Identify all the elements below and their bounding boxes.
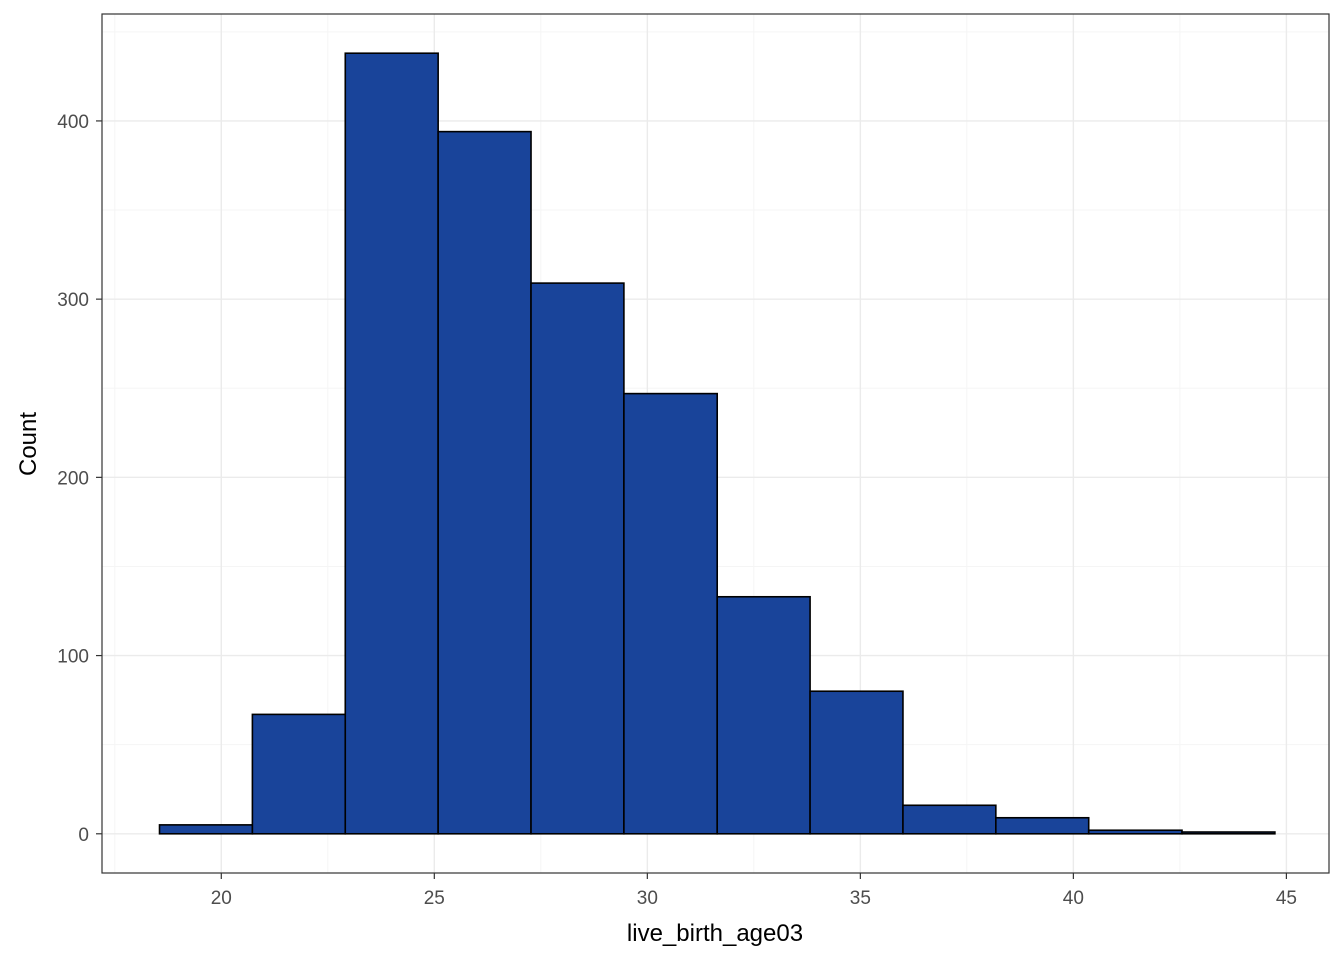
histogram-bar-0 [158, 824, 254, 835]
histogram-bar-7 [809, 690, 904, 835]
x-axis-title: live_birth_age03 [627, 920, 803, 947]
y-tick-label-2: 200 [57, 468, 89, 489]
histogram-bar-2 [344, 52, 439, 835]
histogram-bar-1 [251, 713, 347, 835]
x-tick-label-0: 20 [211, 888, 232, 909]
histogram-bar-3 [437, 130, 532, 835]
histogram-bar-6 [716, 595, 811, 835]
histogram-bars [158, 52, 1276, 835]
y-tick-label-4: 400 [57, 112, 89, 133]
x-tick-label-4: 40 [1063, 888, 1084, 909]
panel-border [101, 13, 1330, 874]
histogram-bar-8 [902, 804, 997, 835]
histogram-bar-9 [995, 816, 1090, 835]
histogram-bar-5 [623, 392, 719, 835]
histogram-bar-11 [1181, 831, 1276, 835]
x-tick-label-3: 35 [850, 888, 871, 909]
x-tick-label-1: 25 [424, 888, 445, 909]
histogram-bar-4 [530, 282, 625, 835]
histogram-bar-10 [1087, 829, 1183, 835]
x-tick-label-5: 45 [1276, 888, 1297, 909]
y-axis-title: Count [15, 412, 42, 476]
y-axis: 0 100 200 300 400 [57, 112, 102, 846]
y-tick-label-1: 100 [57, 647, 89, 668]
y-tick-label-3: 300 [57, 290, 89, 311]
y-tick-label-0: 0 [78, 825, 89, 846]
x-tick-label-2: 30 [637, 888, 658, 909]
x-axis: 20 25 30 35 40 45 [211, 873, 1297, 909]
